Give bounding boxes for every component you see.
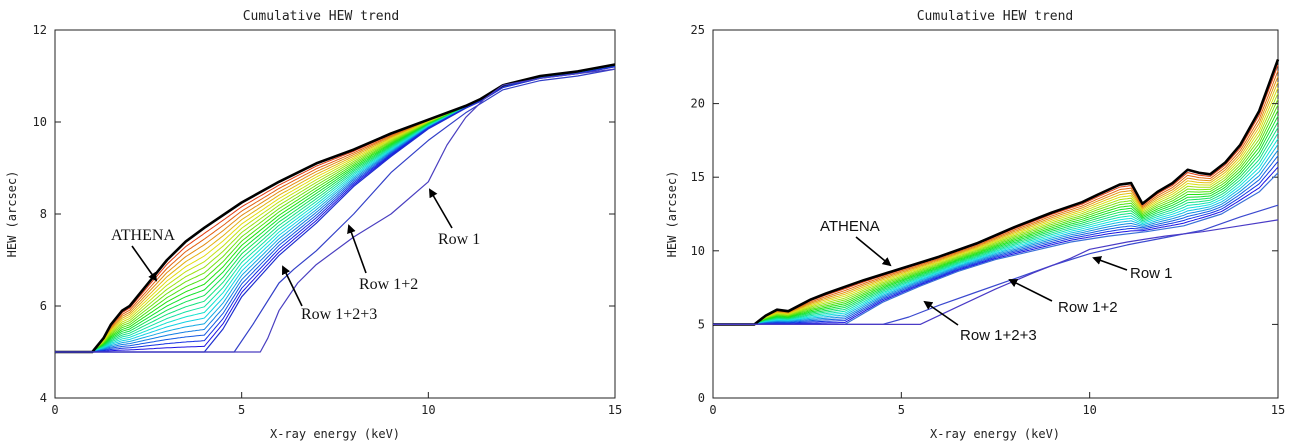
rainbow-curve [713, 115, 1279, 325]
rainbow-curve [713, 87, 1279, 325]
annotation-row12: Row 1+2 [347, 224, 418, 293]
y-tick-label: 20 [691, 97, 705, 111]
rainbow-curve [713, 127, 1279, 325]
x-axis-label: X-ray energy (keV) [270, 427, 400, 441]
annotation-row12: Row 1+2 [1008, 279, 1118, 316]
axis-ticks: 0 5 10 15 4 6 8 10 12 [33, 23, 623, 417]
rainbow-curve [713, 104, 1279, 325]
chart-title: Cumulative HEW trend [917, 9, 1074, 24]
annotation-text: Row 1+2+3 [960, 327, 1037, 344]
annotation-row1: Row 1 [1092, 256, 1173, 282]
rainbow-curve [713, 166, 1279, 325]
annotation-text: ATHENA [820, 218, 880, 235]
series-line-athena [55, 63, 616, 354]
annotation-arrow [131, 245, 158, 282]
axis-ticks: 0 5 10 15 0 5 10 15 20 25 [691, 23, 1286, 417]
rainbow-curve [713, 76, 1279, 325]
annotation-text: Row 1 [1130, 265, 1173, 282]
annotation-athena: ATHENA [111, 227, 175, 282]
x-tick-label: 0 [709, 403, 716, 417]
annotation-text: Row 1+2 [1058, 299, 1118, 316]
series-group [55, 63, 616, 354]
y-tick-label: 6 [40, 299, 47, 313]
y-tick-label: 10 [33, 115, 47, 129]
y-tick-label: 8 [40, 207, 47, 221]
series-line-row-1-2 [55, 68, 616, 353]
x-tick-label: 15 [1271, 403, 1285, 417]
y-tick-label: 15 [691, 170, 705, 184]
series-group [713, 58, 1280, 326]
rainbow-curve [713, 98, 1279, 325]
series-line-row-1-2-3 [55, 66, 616, 353]
x-tick-label: 10 [421, 403, 435, 417]
rainbow-curve [713, 132, 1279, 325]
chart-title: Cumulative HEW trend [243, 9, 400, 24]
annotation-arrow [282, 265, 303, 307]
plot-frame [712, 29, 1279, 399]
series-line-row-1-2-3 [713, 172, 1279, 325]
annotation-athena: ATHENA [820, 218, 892, 267]
annotation-arrow [1008, 279, 1053, 302]
annotation-text: Row 1+2+3 [301, 306, 377, 323]
rainbow-curve [713, 93, 1279, 325]
rainbow-curve [713, 138, 1279, 325]
series-line-row-1 [55, 68, 616, 353]
x-tick-label: 0 [51, 403, 58, 417]
y-tick-label: 25 [691, 23, 705, 37]
annotation-row1: Row 1 [428, 188, 480, 248]
annotation-arrow [1092, 256, 1128, 271]
annotation-text: Row 1 [438, 231, 480, 248]
annotation-arrow [855, 236, 892, 267]
y-axis-label: HEW (arcsec) [5, 171, 19, 258]
rainbow-curve [713, 155, 1279, 325]
annotation-row123: Row 1+2+3 [282, 265, 377, 323]
y-tick-label: 0 [698, 391, 705, 405]
rainbow-curve [713, 149, 1279, 325]
y-axis-label: HEW (arcsec) [665, 171, 679, 258]
chart-right: Cumulative HEW trend 0 5 10 15 0 5 10 15 20 25 X-… [665, 9, 1285, 441]
annotation-text: Row 1+2 [359, 276, 418, 293]
series-line-athena [713, 58, 1280, 326]
y-tick-label: 5 [698, 317, 705, 331]
annotation-row123: Row 1+2+3 [923, 300, 1037, 344]
annotation-arrow [428, 188, 453, 229]
y-tick-label: 4 [40, 391, 47, 405]
x-tick-label: 5 [898, 403, 905, 417]
annotation-arrow [347, 224, 367, 274]
x-tick-label: 5 [238, 403, 245, 417]
series-line-row-1 [713, 219, 1279, 325]
rainbow-curve [713, 121, 1279, 325]
annotation-arrow [923, 300, 959, 326]
rainbow-curve [713, 144, 1279, 325]
x-axis-label: X-ray energy (keV) [930, 427, 1060, 441]
chart-left: Cumulative HEW trend 0 5 10 15 4 6 8 10 12 X-ray… [5, 9, 622, 441]
x-tick-label: 10 [1082, 403, 1096, 417]
rainbow-curve [713, 161, 1279, 325]
y-tick-label: 10 [691, 244, 705, 258]
y-tick-label: 12 [33, 23, 47, 37]
plot-frame [54, 29, 616, 399]
x-tick-label: 15 [608, 403, 622, 417]
rainbow-curve [713, 81, 1279, 325]
rainbow-curve [713, 110, 1279, 325]
annotation-text: ATHENA [111, 227, 175, 244]
rainbow-curve-family [713, 64, 1279, 325]
rainbow-curve [713, 70, 1279, 325]
